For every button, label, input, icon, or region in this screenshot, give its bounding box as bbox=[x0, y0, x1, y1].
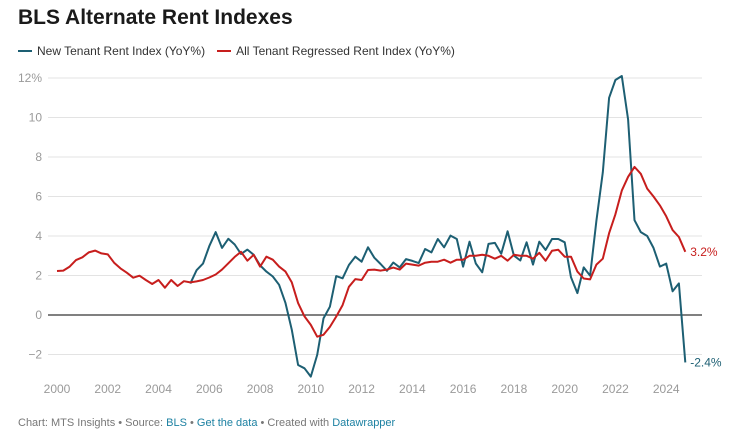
footer-chart-credit: Chart: MTS Insights bbox=[18, 417, 116, 429]
x-tick-label: 2010 bbox=[297, 382, 324, 396]
get-data-link[interactable]: Get the data bbox=[196, 417, 258, 429]
footer-separator: • bbox=[115, 417, 126, 429]
source-link[interactable]: BLS bbox=[166, 417, 187, 429]
x-tick-label: 2016 bbox=[450, 382, 477, 396]
x-tick-label: 2012 bbox=[348, 382, 375, 396]
end-label-new-tenant: -2.4% bbox=[690, 355, 722, 369]
y-tick-label: 0 bbox=[35, 308, 42, 322]
legend-swatch-new-tenant bbox=[18, 50, 32, 52]
x-tick-label: 2018 bbox=[501, 382, 528, 396]
footer-created-with: Created with bbox=[267, 417, 333, 429]
x-tick-label: 2004 bbox=[145, 382, 172, 396]
y-tick-label: −2 bbox=[28, 348, 42, 362]
series-line-new-tenant bbox=[189, 75, 687, 378]
x-tick-label: 2014 bbox=[399, 382, 426, 396]
series-line-all-tenant bbox=[56, 165, 687, 338]
footer-separator: • bbox=[186, 417, 197, 429]
x-tick-label: 2006 bbox=[196, 382, 223, 396]
chart-title: BLS Alternate Rent Indexes bbox=[18, 6, 293, 29]
x-tick-label: 2008 bbox=[247, 382, 274, 396]
y-tick-label: 2 bbox=[35, 269, 42, 283]
x-tick-label: 2000 bbox=[44, 382, 71, 396]
x-tick-label: 2002 bbox=[94, 382, 121, 396]
datawrapper-link[interactable]: Datawrapper bbox=[332, 417, 396, 429]
legend-item-new-tenant: New Tenant Rent Index (YoY%) bbox=[18, 44, 205, 58]
footer-separator: • bbox=[257, 417, 268, 429]
footer-source-label: Source: bbox=[125, 417, 167, 429]
y-tick-label: 10 bbox=[29, 111, 43, 125]
legend-swatch-all-tenant bbox=[217, 50, 232, 52]
x-tick-label: 2022 bbox=[602, 382, 629, 396]
y-tick-label: 6 bbox=[35, 190, 42, 204]
legend-label-new-tenant: New Tenant Rent Index (YoY%) bbox=[37, 44, 206, 58]
y-tick-label: 12% bbox=[18, 71, 42, 85]
x-tick-label: 2020 bbox=[551, 382, 578, 396]
legend: New Tenant Rent Index (YoY%) All Tenant … bbox=[18, 44, 455, 58]
y-tick-label: 8 bbox=[35, 150, 42, 164]
legend-label-all-tenant: All Tenant Regressed Rent Index (YoY%) bbox=[236, 44, 455, 58]
end-label-all-tenant: 3.2% bbox=[690, 245, 718, 259]
footer: Chart: MTS Insights • Source: BLS • Get … bbox=[18, 417, 395, 429]
x-tick-label: 2024 bbox=[653, 382, 680, 396]
legend-item-all-tenant: All Tenant Regressed Rent Index (YoY%) bbox=[217, 44, 455, 58]
y-tick-label: 4 bbox=[35, 229, 42, 243]
